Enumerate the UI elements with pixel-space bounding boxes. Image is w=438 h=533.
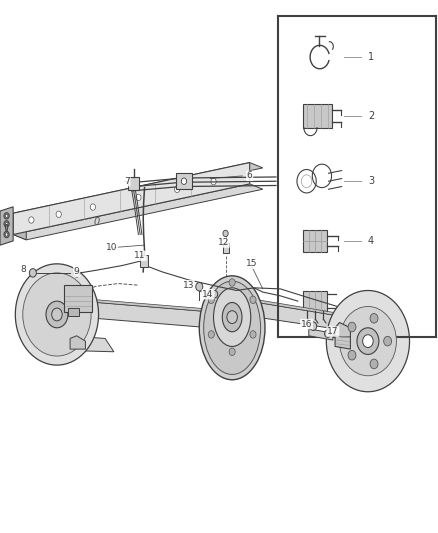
Circle shape: [310, 322, 317, 330]
Circle shape: [29, 269, 36, 277]
Bar: [223, 243, 229, 253]
Ellipse shape: [43, 292, 71, 335]
Circle shape: [52, 308, 62, 321]
Text: 7: 7: [124, 177, 130, 185]
Circle shape: [5, 233, 8, 236]
Circle shape: [5, 222, 8, 225]
Ellipse shape: [223, 303, 242, 332]
Polygon shape: [70, 336, 85, 349]
Circle shape: [229, 348, 235, 356]
Circle shape: [370, 313, 378, 323]
Text: 10: 10: [106, 244, 117, 252]
Circle shape: [212, 290, 218, 298]
Polygon shape: [13, 163, 263, 219]
Circle shape: [5, 214, 8, 217]
Text: 4: 4: [368, 236, 374, 246]
Text: 16: 16: [301, 320, 312, 328]
Polygon shape: [250, 298, 346, 317]
Circle shape: [250, 330, 256, 338]
Text: 0: 0: [93, 217, 99, 227]
Text: 17: 17: [327, 327, 339, 336]
Circle shape: [229, 279, 235, 286]
Polygon shape: [13, 213, 26, 240]
Circle shape: [250, 296, 256, 304]
Text: 12: 12: [218, 238, 229, 247]
Circle shape: [74, 270, 80, 277]
Circle shape: [339, 306, 396, 376]
Text: 9: 9: [74, 268, 80, 276]
Text: 1: 1: [368, 52, 374, 62]
Polygon shape: [61, 300, 210, 328]
Text: 5: 5: [368, 296, 374, 306]
Ellipse shape: [199, 276, 265, 379]
Circle shape: [211, 179, 216, 185]
Circle shape: [4, 221, 9, 227]
Polygon shape: [309, 329, 333, 340]
Polygon shape: [13, 163, 250, 235]
Polygon shape: [0, 207, 13, 245]
Circle shape: [29, 217, 34, 223]
Ellipse shape: [213, 288, 251, 346]
Circle shape: [136, 195, 141, 201]
Circle shape: [174, 186, 180, 192]
Circle shape: [223, 230, 228, 237]
Ellipse shape: [5, 224, 7, 231]
Circle shape: [46, 301, 68, 328]
Bar: [68, 308, 79, 316]
Text: 13: 13: [183, 281, 194, 289]
Polygon shape: [61, 297, 210, 312]
Ellipse shape: [204, 281, 261, 374]
Text: 14: 14: [202, 290, 214, 298]
Polygon shape: [335, 322, 350, 349]
Circle shape: [208, 296, 214, 304]
Circle shape: [90, 204, 95, 210]
Bar: [303, 103, 332, 127]
Bar: [176, 173, 192, 189]
Text: 8: 8: [20, 265, 26, 273]
Circle shape: [357, 328, 379, 354]
Circle shape: [196, 282, 203, 291]
Circle shape: [4, 213, 9, 219]
Circle shape: [56, 211, 61, 217]
Circle shape: [325, 330, 331, 337]
Bar: [64, 285, 92, 312]
Text: 2: 2: [368, 111, 374, 120]
Bar: [128, 177, 139, 190]
Circle shape: [181, 178, 187, 184]
Circle shape: [23, 273, 91, 356]
Circle shape: [384, 336, 392, 346]
Circle shape: [4, 231, 9, 238]
Circle shape: [370, 359, 378, 369]
Bar: [140, 255, 148, 266]
Polygon shape: [13, 184, 263, 240]
Text: 11: 11: [134, 252, 146, 260]
Text: 15: 15: [246, 260, 258, 268]
Circle shape: [326, 290, 410, 392]
Bar: [303, 291, 328, 311]
Circle shape: [15, 264, 99, 365]
Bar: [303, 230, 328, 252]
Circle shape: [227, 311, 237, 324]
Polygon shape: [250, 301, 346, 330]
Text: 6: 6: [247, 172, 253, 180]
Circle shape: [208, 330, 214, 338]
Circle shape: [348, 322, 356, 332]
Polygon shape: [68, 336, 114, 352]
Text: 3: 3: [368, 176, 374, 186]
Circle shape: [363, 335, 373, 348]
Circle shape: [348, 350, 356, 360]
